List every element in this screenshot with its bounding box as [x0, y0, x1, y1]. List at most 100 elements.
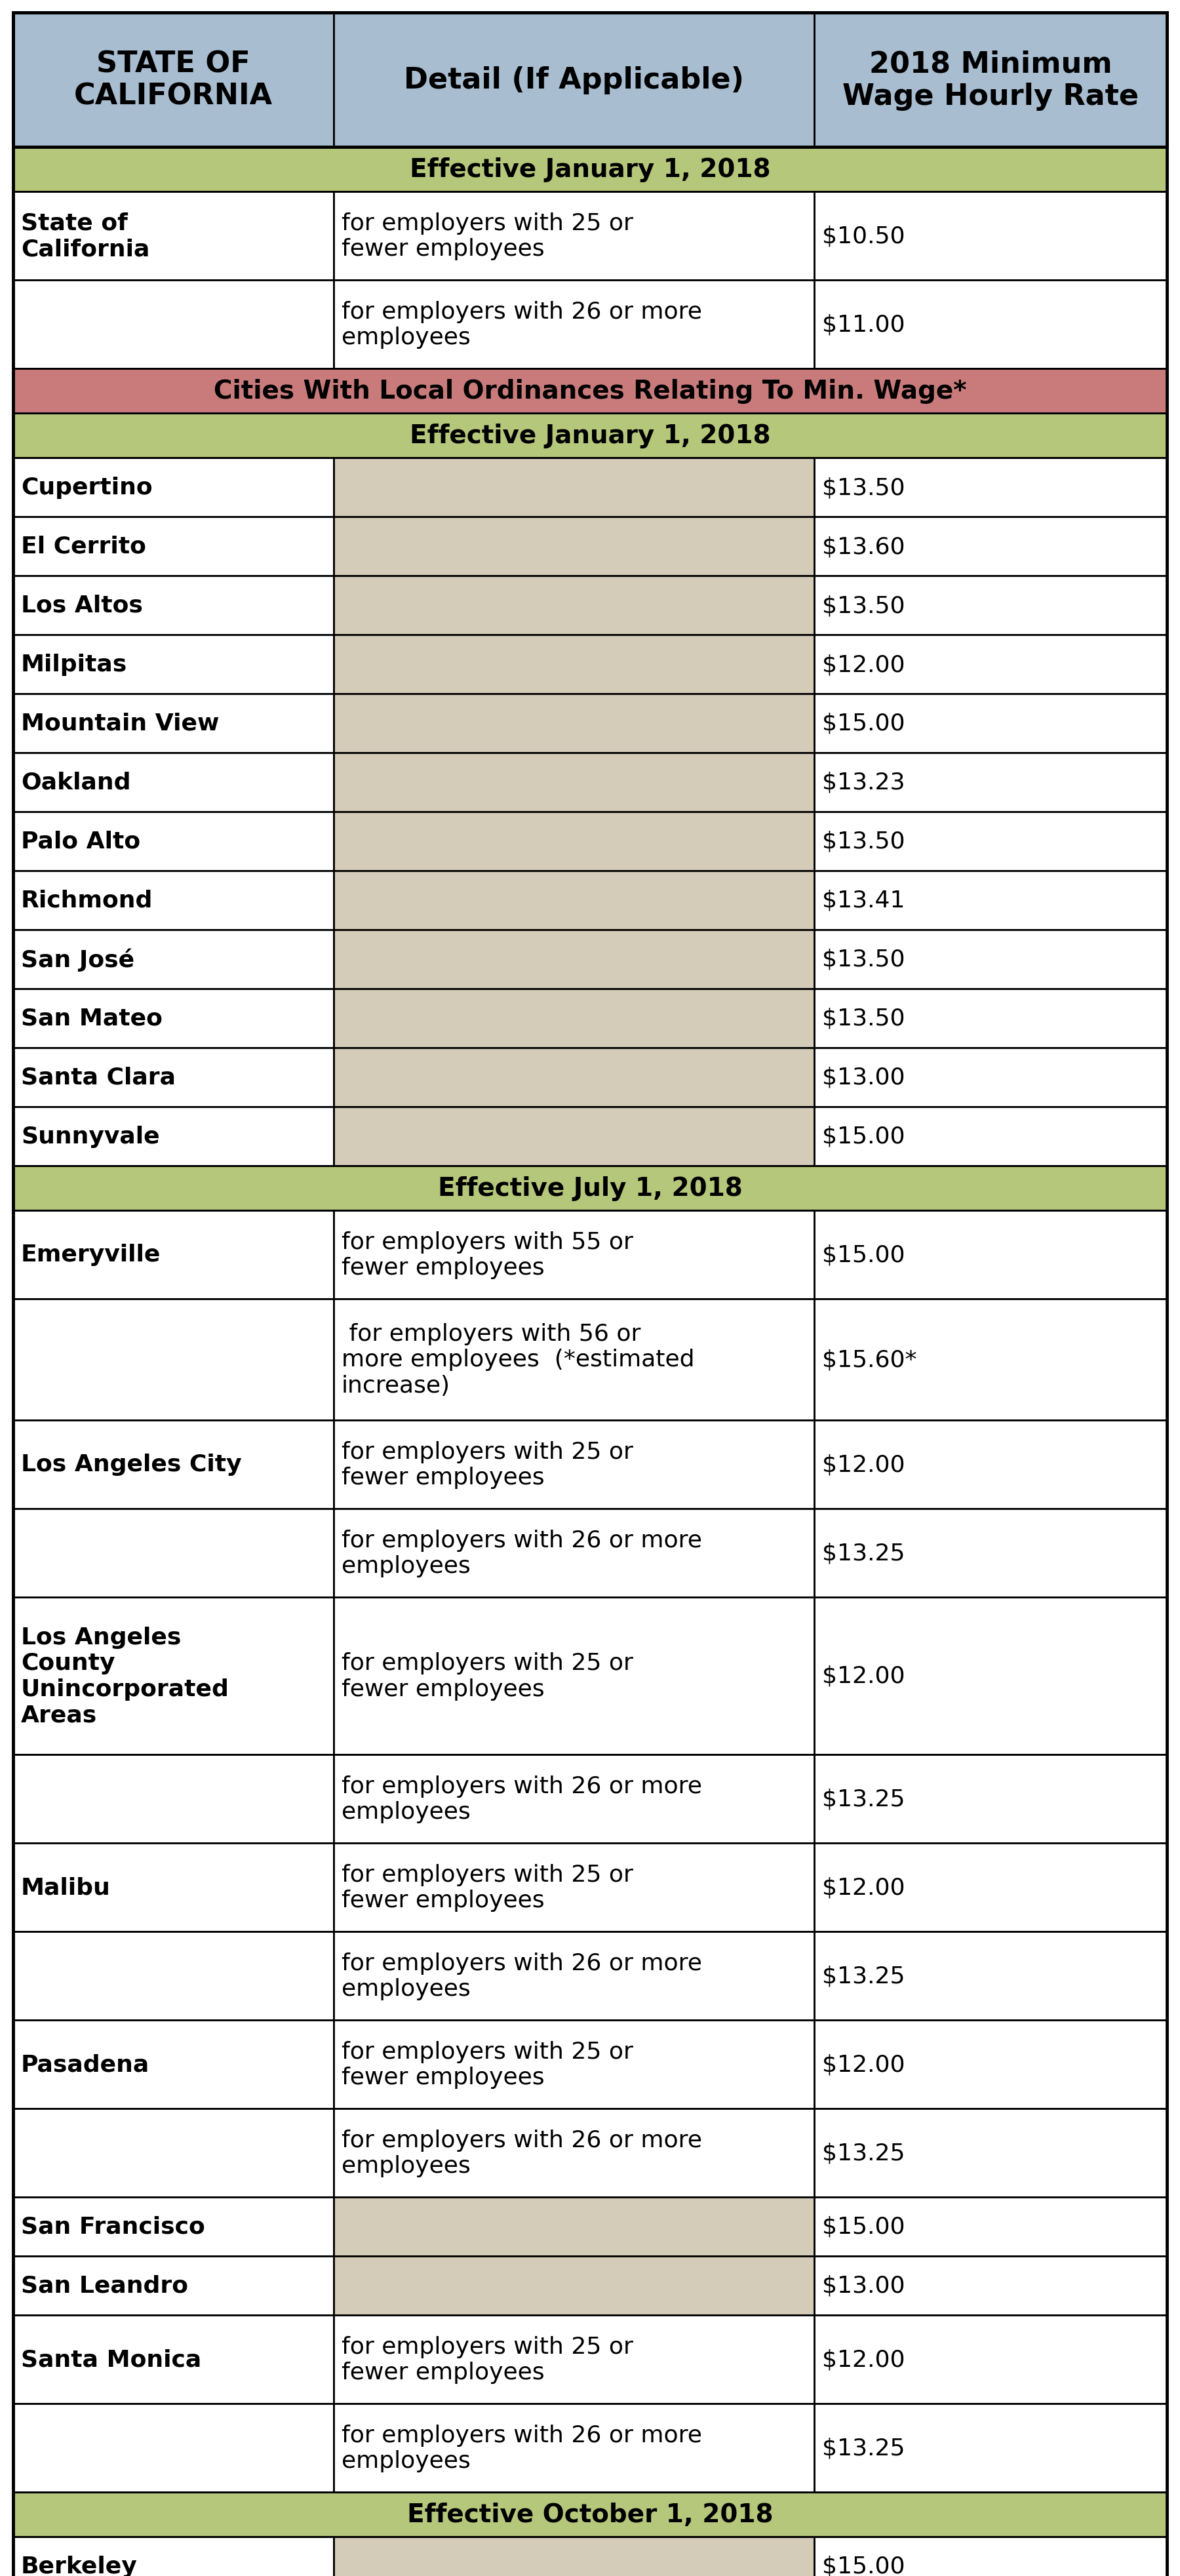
Bar: [814, 518, 1167, 577]
Text: Cities With Local Ordinances Relating To Min. Wage*: Cities With Local Ordinances Relating To…: [214, 379, 966, 404]
Bar: [13, 752, 334, 811]
Text: $13.00: $13.00: [822, 1066, 905, 1090]
Bar: [334, 13, 814, 147]
Text: $15.00: $15.00: [822, 2215, 905, 2239]
Bar: [13, 811, 334, 871]
Bar: [814, 459, 1167, 518]
Bar: [334, 2020, 814, 2110]
Bar: [13, 2491, 1167, 2537]
Bar: [334, 1108, 814, 1167]
Text: San Leandro: San Leandro: [21, 2275, 188, 2298]
Bar: [13, 1844, 334, 1932]
Bar: [13, 1510, 334, 1597]
Bar: [13, 415, 1167, 459]
Bar: [334, 636, 814, 693]
Text: $13.23: $13.23: [822, 770, 905, 793]
Bar: [814, 2316, 1167, 2403]
Bar: [13, 1419, 334, 1510]
Bar: [13, 2197, 334, 2257]
Text: for employers with 55 or
fewer employees: for employers with 55 or fewer employees: [341, 1231, 634, 1278]
Text: $12.00: $12.00: [822, 1875, 905, 1899]
Bar: [334, 930, 814, 989]
Bar: [13, 871, 334, 930]
Bar: [13, 2257, 334, 2316]
Bar: [13, 1167, 1167, 1211]
Bar: [334, 2197, 814, 2257]
Bar: [13, 13, 1167, 147]
Text: San José: San José: [21, 948, 135, 971]
Text: $15.60*: $15.60*: [822, 1350, 917, 1370]
Text: Pasadena: Pasadena: [21, 2053, 150, 2076]
Bar: [814, 2020, 1167, 2110]
Bar: [814, 1597, 1167, 1754]
Bar: [13, 147, 1167, 193]
Bar: [814, 2197, 1167, 2257]
Text: for employers with 26 or more
employees: for employers with 26 or more employees: [341, 1530, 702, 1577]
Text: $12.00: $12.00: [822, 1453, 905, 1476]
Bar: [13, 2110, 334, 2197]
Bar: [334, 2316, 814, 2403]
Bar: [334, 1932, 814, 2020]
Text: $13.00: $13.00: [822, 2275, 905, 2298]
Bar: [13, 1597, 334, 1754]
Bar: [814, 1211, 1167, 1298]
Text: Mountain View: Mountain View: [21, 714, 219, 734]
Bar: [334, 2403, 814, 2491]
Bar: [13, 1754, 334, 1844]
Text: for employers with 26 or more
employees: for employers with 26 or more employees: [341, 301, 702, 348]
Bar: [334, 1844, 814, 1932]
Bar: [814, 1298, 1167, 1419]
Bar: [814, 693, 1167, 752]
Bar: [814, 1932, 1167, 2020]
Bar: [13, 415, 1167, 459]
Text: 2018 Minimum
Wage Hourly Rate: 2018 Minimum Wage Hourly Rate: [843, 49, 1139, 111]
Bar: [13, 930, 334, 989]
Text: for employers with 56 or
more employees  (*estimated
increase): for employers with 56 or more employees …: [341, 1324, 695, 1396]
Text: $15.00: $15.00: [822, 2555, 905, 2576]
Bar: [13, 2020, 334, 2110]
Text: $10.50: $10.50: [822, 224, 905, 247]
Bar: [13, 1048, 334, 1108]
Text: $13.50: $13.50: [822, 829, 905, 853]
Bar: [13, 1932, 334, 2020]
Text: $13.25: $13.25: [822, 2437, 905, 2460]
Bar: [13, 1108, 334, 1167]
Bar: [334, 1211, 814, 1298]
Text: $12.00: $12.00: [822, 654, 905, 675]
Bar: [334, 1298, 814, 1419]
Bar: [814, 930, 1167, 989]
Text: for employers with 26 or more
employees: for employers with 26 or more employees: [341, 2128, 702, 2177]
Bar: [334, 752, 814, 811]
Bar: [334, 811, 814, 871]
Bar: [13, 636, 334, 693]
Bar: [814, 2110, 1167, 2197]
Text: $15.00: $15.00: [822, 1126, 905, 1149]
Bar: [13, 1298, 334, 1419]
Text: $13.50: $13.50: [822, 595, 905, 616]
Bar: [814, 577, 1167, 636]
Bar: [13, 147, 1167, 193]
Text: $15.00: $15.00: [822, 714, 905, 734]
Bar: [13, 2403, 334, 2491]
Bar: [814, 1754, 1167, 1844]
Text: Detail (If Applicable): Detail (If Applicable): [404, 67, 745, 95]
Bar: [814, 193, 1167, 281]
Bar: [814, 1108, 1167, 1167]
Text: for employers with 25 or
fewer employees: for employers with 25 or fewer employees: [341, 1862, 634, 1911]
Bar: [814, 2537, 1167, 2576]
Bar: [814, 752, 1167, 811]
Text: $13.60: $13.60: [822, 536, 905, 559]
Bar: [334, 577, 814, 636]
Bar: [13, 13, 334, 147]
Text: Sunnyvale: Sunnyvale: [21, 1126, 159, 1149]
Text: $13.25: $13.25: [822, 2141, 905, 2164]
Bar: [334, 2537, 814, 2576]
Text: for employers with 25 or
fewer employees: for employers with 25 or fewer employees: [341, 1440, 634, 1489]
Text: $13.50: $13.50: [822, 948, 905, 971]
Bar: [13, 1211, 334, 1298]
Text: $11.00: $11.00: [822, 314, 905, 335]
Text: Santa Monica: Santa Monica: [21, 2349, 202, 2370]
Text: for employers with 25 or
fewer employees: for employers with 25 or fewer employees: [341, 2040, 634, 2089]
Text: for employers with 25 or
fewer employees: for employers with 25 or fewer employees: [341, 2336, 634, 2383]
Bar: [814, 989, 1167, 1048]
